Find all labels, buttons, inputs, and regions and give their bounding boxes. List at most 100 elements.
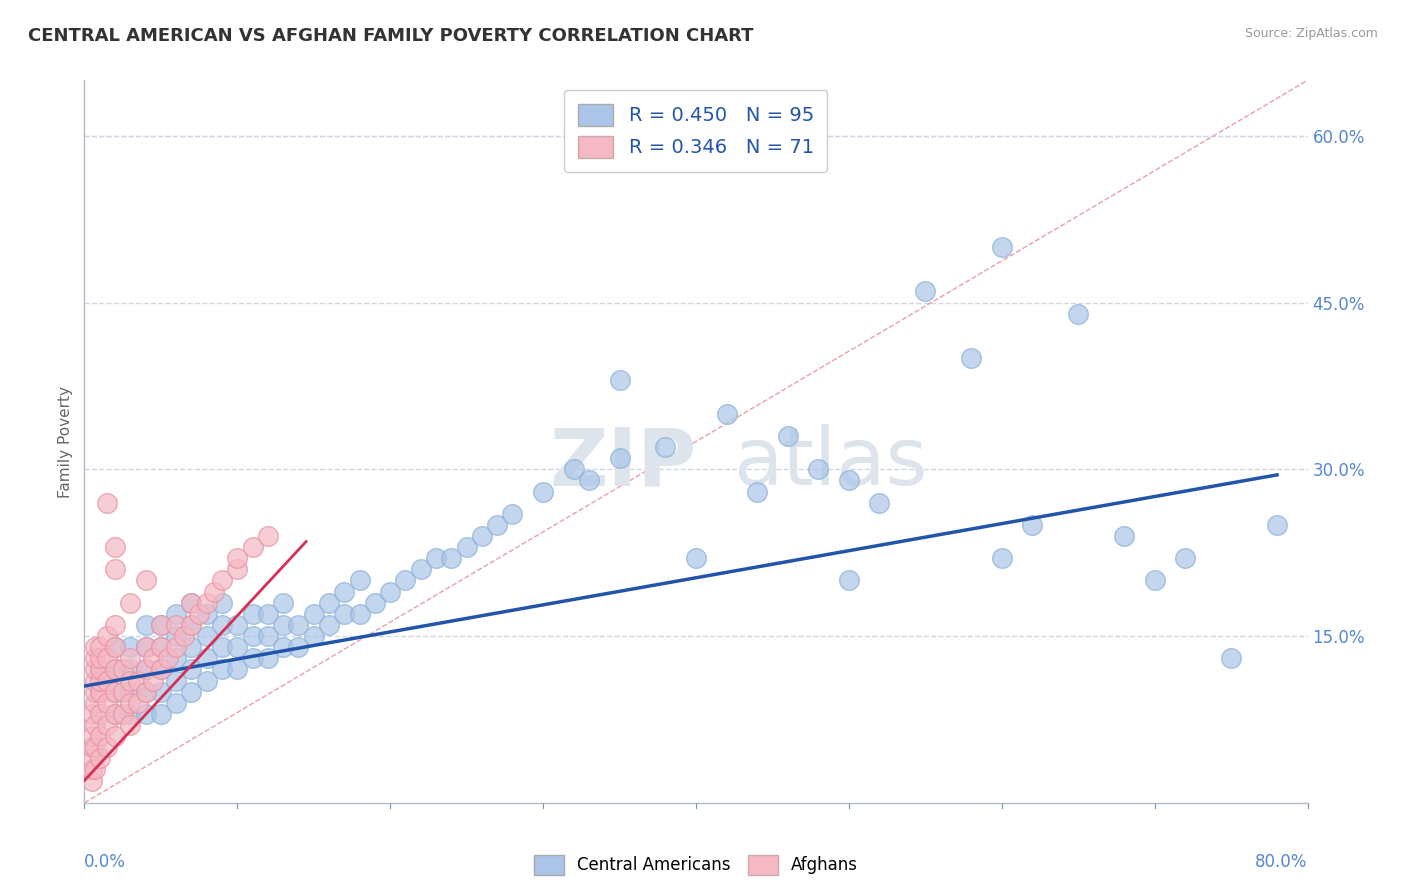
Point	[242, 540, 264, 554]
Point	[149, 640, 172, 655]
Point	[257, 651, 280, 665]
Point	[165, 607, 187, 621]
Legend: Central Americans, Afghans: Central Americans, Afghans	[527, 848, 865, 881]
Point	[104, 706, 127, 721]
Point	[84, 662, 107, 676]
Point	[84, 684, 107, 698]
Point	[84, 696, 107, 710]
Point	[838, 474, 860, 488]
Point	[120, 596, 142, 610]
Point	[135, 662, 157, 676]
Point	[84, 673, 107, 688]
Point	[188, 607, 211, 621]
Point	[149, 662, 172, 676]
Point	[111, 662, 134, 676]
Point	[257, 607, 280, 621]
Point	[211, 574, 233, 588]
Point	[609, 373, 631, 387]
Point	[80, 751, 103, 765]
Point	[1220, 651, 1243, 665]
Point	[991, 551, 1014, 566]
Point	[869, 496, 891, 510]
Point	[84, 740, 107, 755]
Point	[104, 540, 127, 554]
Point	[287, 618, 309, 632]
Point	[1067, 307, 1090, 321]
Point	[226, 551, 249, 566]
Point	[195, 629, 218, 643]
Point	[120, 662, 142, 676]
Point	[195, 596, 218, 610]
Point	[195, 673, 218, 688]
Point	[271, 640, 294, 655]
Point	[211, 662, 233, 676]
Point	[409, 562, 432, 576]
Point	[364, 596, 387, 610]
Point	[1265, 517, 1288, 532]
Text: atlas: atlas	[733, 425, 927, 502]
Point	[84, 640, 107, 655]
Point	[80, 773, 103, 788]
Point	[104, 684, 127, 698]
Point	[96, 673, 118, 688]
Point	[211, 640, 233, 655]
Point	[84, 718, 107, 732]
Point	[157, 651, 180, 665]
Point	[149, 706, 172, 721]
Point	[104, 706, 127, 721]
Point	[333, 584, 356, 599]
Point	[89, 651, 111, 665]
Point	[211, 596, 233, 610]
Point	[89, 673, 111, 688]
Point	[89, 662, 111, 676]
Point	[838, 574, 860, 588]
Point	[578, 474, 600, 488]
Point	[807, 462, 830, 476]
Point	[242, 607, 264, 621]
Point	[914, 285, 936, 299]
Point	[104, 684, 127, 698]
Point	[127, 696, 149, 710]
Point	[89, 640, 111, 655]
Point	[180, 596, 202, 610]
Point	[1143, 574, 1166, 588]
Point	[165, 696, 187, 710]
Point	[173, 629, 195, 643]
Point	[135, 684, 157, 698]
Point	[226, 562, 249, 576]
Point	[104, 662, 127, 676]
Point	[96, 718, 118, 732]
Point	[180, 618, 202, 632]
Point	[1174, 551, 1197, 566]
Point	[271, 618, 294, 632]
Point	[486, 517, 509, 532]
Text: 80.0%: 80.0%	[1256, 854, 1308, 871]
Point	[127, 673, 149, 688]
Point	[425, 551, 447, 566]
Point	[685, 551, 707, 566]
Point	[165, 673, 187, 688]
Text: CENTRAL AMERICAN VS AFGHAN FAMILY POVERTY CORRELATION CHART: CENTRAL AMERICAN VS AFGHAN FAMILY POVERT…	[28, 27, 754, 45]
Point	[96, 651, 118, 665]
Point	[135, 684, 157, 698]
Point	[226, 618, 249, 632]
Point	[349, 574, 371, 588]
Point	[257, 529, 280, 543]
Point	[89, 751, 111, 765]
Point	[80, 763, 103, 777]
Point	[149, 618, 172, 632]
Point	[142, 673, 165, 688]
Point	[96, 496, 118, 510]
Point	[120, 718, 142, 732]
Point	[111, 706, 134, 721]
Point	[89, 662, 111, 676]
Point	[89, 729, 111, 743]
Point	[104, 618, 127, 632]
Point	[609, 451, 631, 466]
Point	[471, 529, 494, 543]
Point	[142, 651, 165, 665]
Point	[226, 662, 249, 676]
Point	[135, 618, 157, 632]
Point	[271, 596, 294, 610]
Point	[135, 662, 157, 676]
